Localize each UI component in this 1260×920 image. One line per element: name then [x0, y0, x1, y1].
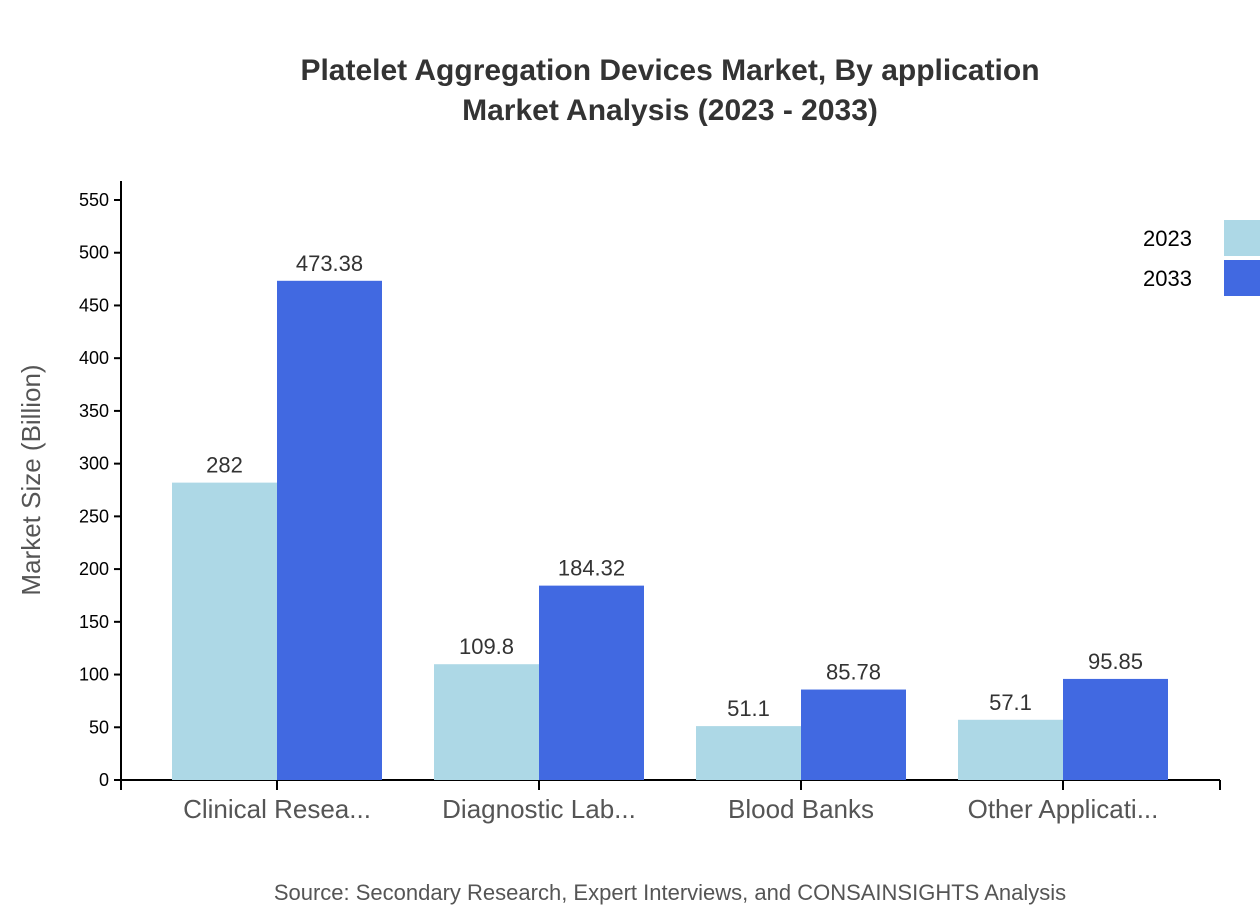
legend-swatch [1224, 220, 1260, 256]
y-tick-label: 150 [79, 612, 109, 632]
chart-title: Platelet Aggregation Devices Market, By … [300, 54, 1039, 87]
data-label: 57.1 [989, 690, 1032, 715]
chart-subtitle: Market Analysis (2023 - 2033) [462, 94, 878, 127]
bar-2033 [1063, 678, 1168, 780]
data-label: 184.32 [558, 556, 625, 581]
x-tick-label: Clinical Resea... [183, 794, 371, 824]
x-axis: Clinical Resea... Diagnostic Lab... Blood … [120, 779, 1221, 824]
data-label: 95.85 [1088, 649, 1143, 674]
data-label: 85.78 [826, 660, 881, 685]
y-axis: 0 50 100 150 200 250 300 350 400 450 500 550 [79, 181, 122, 790]
data-label: 282 [206, 453, 243, 478]
legend-label: 2033 [1143, 266, 1192, 291]
bar-2023 [172, 482, 277, 780]
bar-2023 [958, 719, 1063, 780]
source-note: Source: Secondary Research, Expert Inter… [274, 880, 1066, 905]
y-tick-label: 450 [79, 295, 109, 315]
bar-2033 [277, 280, 382, 780]
bars: 282 473.38 109.8 184.32 51.1 85.78 57.1 95.85 [172, 251, 1168, 780]
bar-2033 [539, 585, 644, 780]
x-tick-label: Other Applicati... [968, 794, 1159, 824]
data-label: 473.38 [296, 251, 363, 276]
data-label: 51.1 [727, 696, 770, 721]
legend-swatch [1224, 260, 1260, 296]
y-tick-label: 0 [99, 770, 109, 790]
y-axis-label: Market Size (Billion) [16, 364, 46, 595]
y-tick-label: 350 [79, 401, 109, 421]
y-tick-label: 250 [79, 506, 109, 526]
bar-2033 [801, 689, 906, 780]
bar-2023 [434, 664, 539, 780]
legend: 2023 2033 [1143, 220, 1260, 296]
y-tick-label: 500 [79, 243, 109, 263]
x-tick-label: Blood Banks [728, 794, 874, 824]
data-label: 109.8 [459, 634, 514, 659]
y-tick-label: 200 [79, 559, 109, 579]
y-tick-label: 300 [79, 454, 109, 474]
y-tick-label: 400 [79, 348, 109, 368]
y-tick-label: 550 [79, 190, 109, 210]
legend-label: 2023 [1143, 226, 1192, 251]
x-tick-label: Diagnostic Lab... [442, 794, 636, 824]
y-tick-label: 100 [79, 665, 109, 685]
bar-2023 [696, 726, 801, 780]
y-tick-label: 50 [89, 717, 109, 737]
